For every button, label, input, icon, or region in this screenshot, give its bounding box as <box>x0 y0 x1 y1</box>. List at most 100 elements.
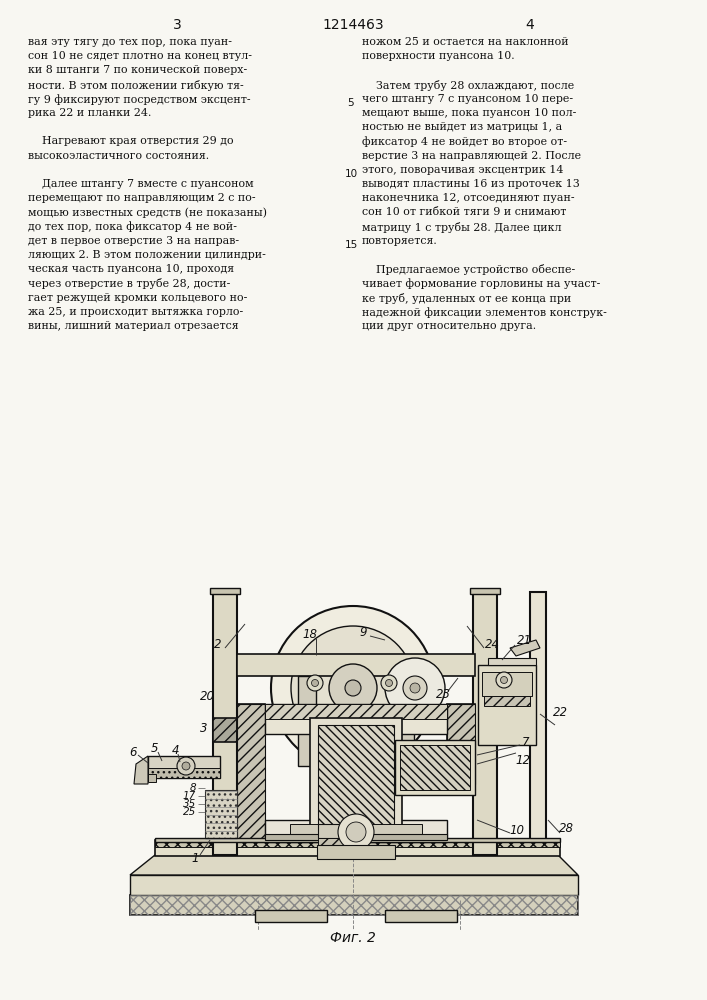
Circle shape <box>501 676 508 684</box>
Polygon shape <box>130 875 578 895</box>
Text: ке труб, удаленных от ее конца при: ке труб, удаленных от ее конца при <box>362 293 571 304</box>
Text: Далее штангу 7 вместе с пуансоном: Далее штангу 7 вместе с пуансоном <box>28 179 254 189</box>
Bar <box>148 774 156 782</box>
Text: 21: 21 <box>517 635 532 648</box>
Bar <box>478 665 536 745</box>
Circle shape <box>291 626 415 750</box>
Text: 23: 23 <box>436 688 450 702</box>
Text: Затем трубу 28 охлаждают, после: Затем трубу 28 охлаждают, после <box>362 80 574 91</box>
Text: 18: 18 <box>303 629 317 642</box>
Text: ческая часть пуансона 10, проходя: ческая часть пуансона 10, проходя <box>28 264 234 274</box>
Bar <box>298 676 316 766</box>
Circle shape <box>329 664 377 712</box>
Circle shape <box>385 680 392 686</box>
Text: 3: 3 <box>173 18 182 32</box>
Text: матрицу 1 с трубы 28. Далее цикл: матрицу 1 с трубы 28. Далее цикл <box>362 222 561 233</box>
Text: сон 10 не сядет плотно на конец втул-: сон 10 не сядет плотно на конец втул- <box>28 51 252 61</box>
Text: этого, поворачивая эксцентрик 14: этого, поворачивая эксцентрик 14 <box>362 165 563 175</box>
Bar <box>447 704 475 784</box>
Text: ножом 25 и остается на наклонной: ножом 25 и остается на наклонной <box>362 37 568 47</box>
Text: вая эту тягу до тех пор, пока пуан-: вая эту тягу до тех пор, пока пуан- <box>28 37 232 47</box>
Circle shape <box>182 762 190 770</box>
Circle shape <box>312 680 318 686</box>
Bar <box>237 704 265 842</box>
Bar <box>155 840 560 847</box>
Bar <box>155 840 560 856</box>
Circle shape <box>410 683 420 693</box>
Text: перемещают по направляющим 2 с по-: перемещают по направляющим 2 с по- <box>28 193 256 203</box>
Bar <box>310 718 402 838</box>
Text: Нагревают края отверстия 29 до: Нагревают края отверстия 29 до <box>28 136 233 146</box>
Text: 10: 10 <box>344 169 358 179</box>
Text: 5: 5 <box>348 98 354 108</box>
Circle shape <box>403 676 427 700</box>
Text: ции друг относительно друга.: ции друг относительно друга. <box>362 321 536 331</box>
Text: ностью не выйдет из матрицы 1, а: ностью не выйдет из матрицы 1, а <box>362 122 562 132</box>
Bar <box>317 845 395 859</box>
Text: 17: 17 <box>182 791 196 801</box>
Polygon shape <box>318 838 356 845</box>
Text: 5: 5 <box>151 742 159 756</box>
Polygon shape <box>130 855 578 875</box>
Bar <box>473 592 497 855</box>
Text: ляющих 2. В этом положении цилиндри-: ляющих 2. В этом положении цилиндри- <box>28 250 266 260</box>
Bar <box>318 725 394 831</box>
Text: 25: 25 <box>182 807 196 817</box>
Polygon shape <box>134 756 148 784</box>
Text: ки 8 штанги 7 по конической поверх-: ки 8 штанги 7 по конической поверх- <box>28 65 247 75</box>
Text: 28: 28 <box>559 822 573 834</box>
Text: через отверстие в трубе 28, дости-: через отверстие в трубе 28, дости- <box>28 278 230 289</box>
Text: высокоэластичного состояния.: высокоэластичного состояния. <box>28 151 209 161</box>
Bar <box>484 696 530 706</box>
Circle shape <box>381 675 397 691</box>
Bar <box>265 704 447 719</box>
Text: 6: 6 <box>129 746 136 758</box>
Bar <box>396 676 414 766</box>
Text: сон 10 от гибкой тяги 9 и снимают: сон 10 от гибкой тяги 9 и снимают <box>362 207 566 217</box>
Text: дет в первое отверстие 3 на направ-: дет в первое отверстие 3 на направ- <box>28 236 239 246</box>
Text: 10: 10 <box>510 824 525 836</box>
Bar <box>255 910 327 922</box>
Text: Предлагаемое устройство обеспе-: Предлагаемое устройство обеспе- <box>362 264 575 275</box>
Bar <box>290 824 422 838</box>
Text: 4: 4 <box>173 744 180 758</box>
Text: гает режущей кромки кольцевого но-: гает режущей кромки кольцевого но- <box>28 293 247 303</box>
Circle shape <box>385 658 445 718</box>
Circle shape <box>307 675 323 691</box>
Bar <box>395 740 475 795</box>
Circle shape <box>346 822 366 842</box>
Bar <box>470 588 500 594</box>
Bar <box>213 718 237 742</box>
Text: до тех пор, пока фиксатор 4 не вой-: до тех пор, пока фиксатор 4 не вой- <box>28 222 237 232</box>
Bar <box>213 592 237 855</box>
Text: повторяется.: повторяется. <box>362 236 438 246</box>
Bar <box>205 790 237 840</box>
Circle shape <box>177 757 195 775</box>
Text: выводят пластины 16 из проточек 13: выводят пластины 16 из проточек 13 <box>362 179 580 189</box>
Text: надежной фиксации элементов конструк-: надежной фиксации элементов конструк- <box>362 307 607 318</box>
Text: 35: 35 <box>182 799 196 809</box>
Bar <box>237 654 475 676</box>
Text: верстие 3 на направляющей 2. После: верстие 3 на направляющей 2. После <box>362 151 581 161</box>
Bar <box>148 756 220 778</box>
Bar <box>155 838 560 842</box>
Text: 24: 24 <box>484 639 500 652</box>
Text: Фиг. 2: Фиг. 2 <box>330 931 376 945</box>
Bar <box>530 592 546 842</box>
Circle shape <box>271 606 435 770</box>
Text: 7: 7 <box>522 736 530 750</box>
Bar <box>385 910 457 922</box>
Bar <box>148 768 220 778</box>
Bar <box>237 704 265 842</box>
Text: гу 9 фиксируют посредством эксцент-: гу 9 фиксируют посредством эксцент- <box>28 94 250 105</box>
Bar <box>265 820 447 842</box>
Bar <box>265 704 447 734</box>
Text: 1214463: 1214463 <box>322 18 384 32</box>
Bar <box>265 834 447 840</box>
Text: 4: 4 <box>525 18 534 32</box>
Circle shape <box>338 814 374 850</box>
Bar <box>210 588 240 594</box>
Text: поверхности пуансона 10.: поверхности пуансона 10. <box>362 51 515 61</box>
Text: мещают выше, пока пуансон 10 пол-: мещают выше, пока пуансон 10 пол- <box>362 108 576 118</box>
Text: 9: 9 <box>359 626 367 640</box>
